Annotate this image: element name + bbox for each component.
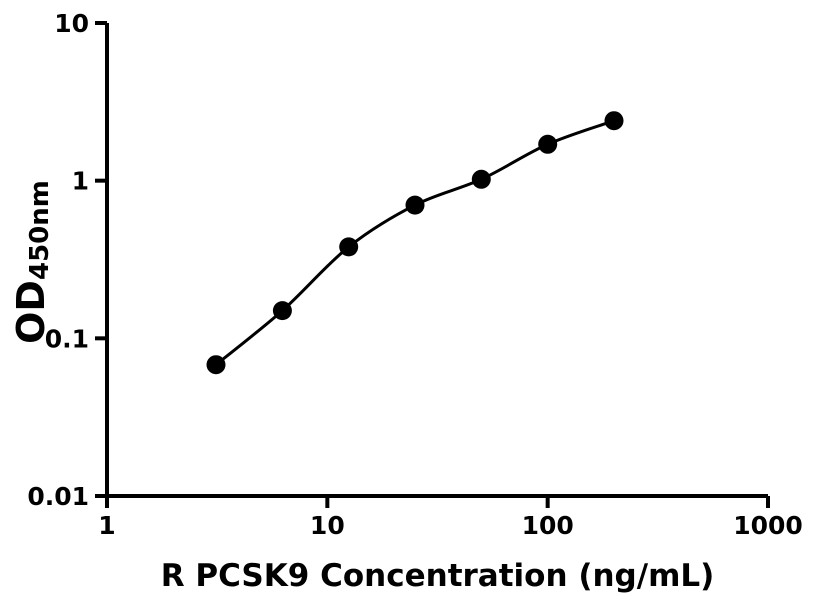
y-tick-label: 0.01 xyxy=(27,482,89,511)
y-tick-label: 0.1 xyxy=(45,324,89,353)
data-point-marker xyxy=(471,169,491,189)
x-axis-title: R PCSK9 Concentration (ng/mL) xyxy=(160,558,715,594)
data-point-marker xyxy=(339,237,359,257)
x-tick-label: 100 xyxy=(522,511,574,540)
axes-spines xyxy=(105,23,768,498)
y-axis-title-main: OD xyxy=(9,280,53,344)
y-axis-title: OD450nm xyxy=(5,152,57,372)
fit-curve xyxy=(215,119,615,366)
data-point-marker xyxy=(538,134,558,154)
data-point-marker xyxy=(272,301,292,321)
data-point-marker xyxy=(206,355,226,375)
y-tick-label: 1 xyxy=(72,167,89,196)
data-point-marker xyxy=(405,195,425,215)
y-axis-title-subscript: 450nm xyxy=(25,180,55,281)
y-tick-label: 10 xyxy=(54,9,89,38)
data-point-marker xyxy=(604,111,624,131)
x-tick-label: 10 xyxy=(310,511,345,540)
x-tick-label: 1000 xyxy=(733,511,803,540)
x-tick-label: 1 xyxy=(98,511,115,540)
